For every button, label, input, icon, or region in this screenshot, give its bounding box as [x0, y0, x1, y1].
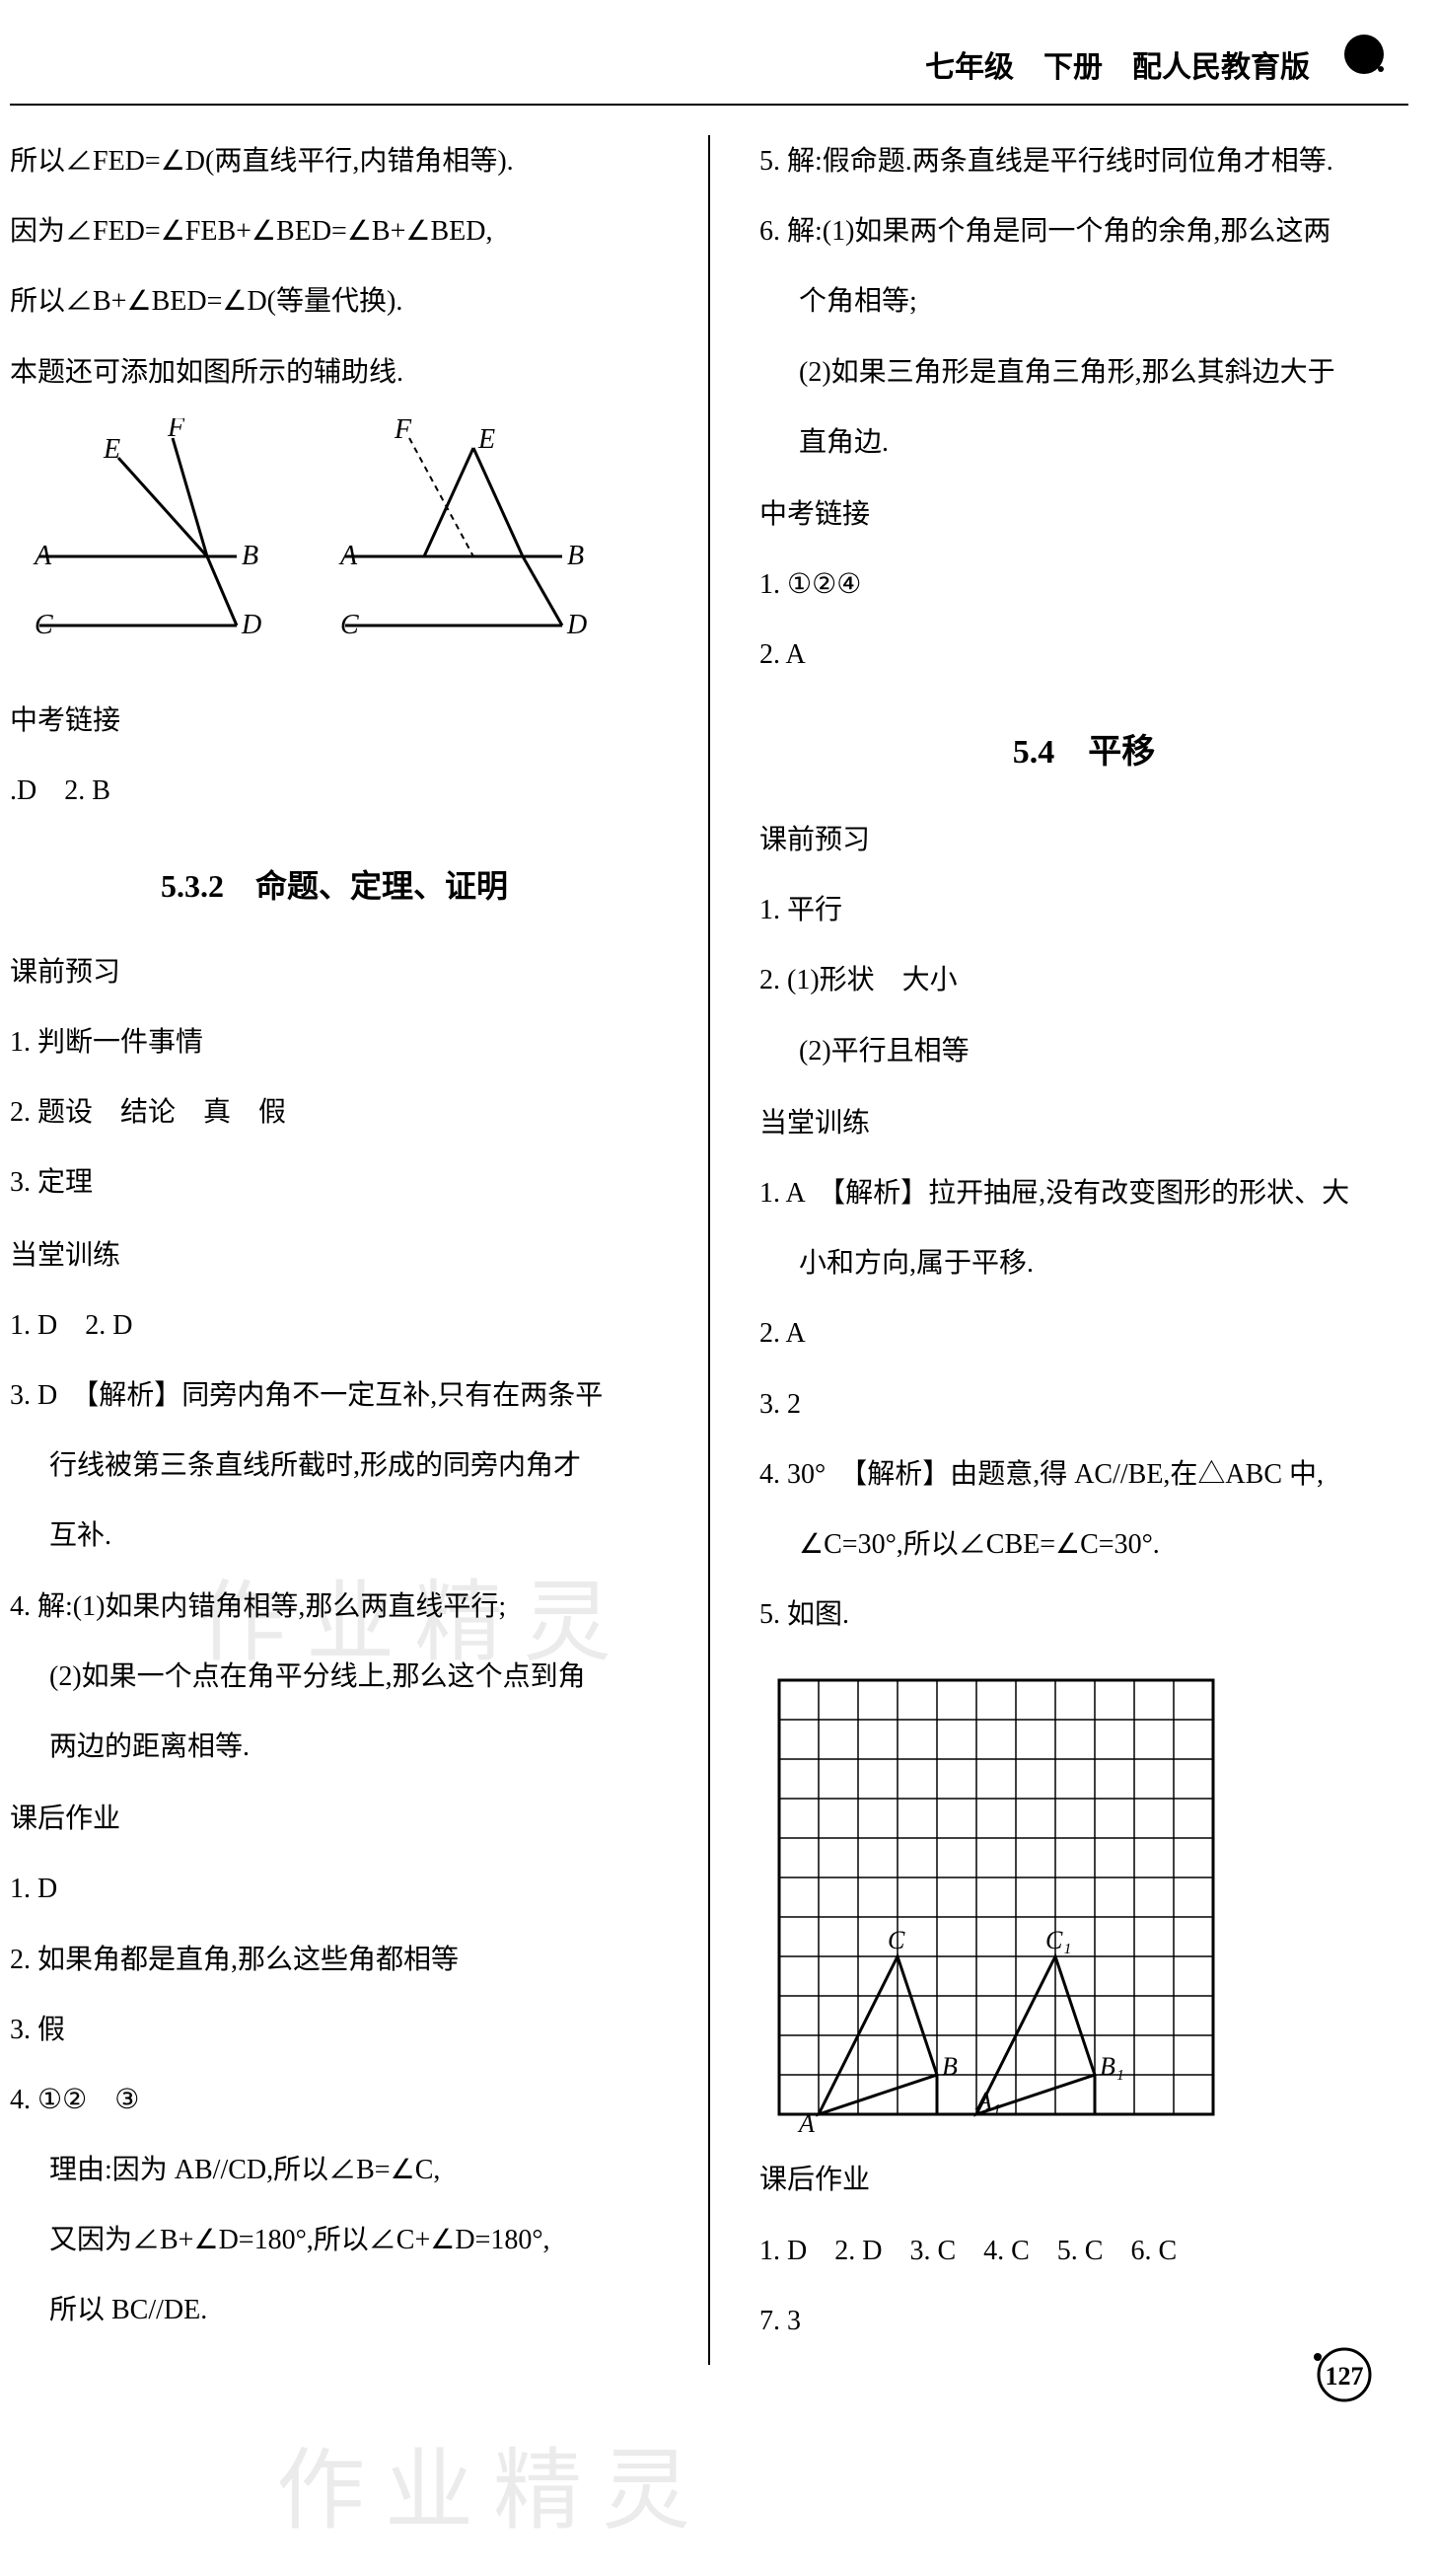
subhead-preview: 课前预习: [10, 946, 659, 998]
text-line: (2)如果三角形是直角三角形,那么其斜边大于: [759, 346, 1408, 399]
text-line: 所以∠B+∠BED=∠D(等量代换).: [10, 275, 659, 328]
text-line: (2)平行且相等: [759, 1025, 1408, 1077]
svg-text:B: B: [942, 2052, 958, 2081]
right-column: 5. 解:假命题.两条直线是平行线时同位角才相等. 6. 解:(1)如果两个角是…: [759, 135, 1408, 2365]
svg-text:B: B: [567, 541, 584, 571]
subhead-zhongkao: 中考链接: [759, 488, 1408, 541]
text-line: 2. (1)形状 大小: [759, 954, 1408, 1006]
svg-text:B: B: [242, 541, 258, 571]
header-text: 七年级 下册 配人民教育版: [925, 51, 1310, 84]
svg-text:A₁: A₁: [974, 2087, 1001, 2115]
left-column: 所以∠FED=∠D(两直线平行,内错角相等). 因为∠FED=∠FEB+∠BED…: [10, 135, 659, 2365]
answer-line: 1. D 2. D: [10, 1299, 659, 1352]
svg-text:F: F: [394, 418, 412, 445]
text-line: 5. 解:假命题.两条直线是平行线时同位角才相等.: [759, 135, 1408, 187]
text-line: 直角边.: [759, 416, 1408, 469]
answer-line: 1. D: [10, 1863, 659, 1915]
svg-text:C: C: [35, 610, 53, 640]
text-line: 本题还可添加如图所示的辅助线.: [10, 346, 659, 399]
svg-text:A: A: [797, 2109, 815, 2134]
answer-line: 2. A: [759, 628, 1408, 681]
section-title: 5.4 平移: [759, 721, 1408, 785]
text-line: 4. 30° 【解析】由题意,得 AC//BE,在△ABC 中,: [759, 1448, 1408, 1501]
text-line: 3. 定理: [10, 1156, 659, 1209]
text-line: 所以∠FED=∠D(两直线平行,内错角相等).: [10, 135, 659, 187]
subhead-homework: 课后作业: [10, 1793, 659, 1845]
text-line: 两边的距离相等.: [10, 1721, 659, 1773]
answer-line: 1. ①②④: [759, 558, 1408, 611]
page-number: 127: [1310, 2345, 1379, 2404]
text-line: ∠C=30°,所以∠CBE=∠C=30°.: [759, 1518, 1408, 1571]
answer-line: 3. 2: [759, 1378, 1408, 1431]
answer-line: .D 2. B: [10, 765, 659, 817]
text-line: 2. 如果角都是直角,那么这些角都相等: [10, 1934, 659, 1986]
svg-text:C: C: [888, 1926, 905, 1954]
svg-text:127: 127: [1326, 2362, 1364, 2391]
svg-text:D: D: [241, 610, 261, 640]
text-line: 个角相等;: [759, 275, 1408, 328]
text-line: (2)如果一个点在角平分线上,那么这个点到角: [10, 1651, 659, 1703]
text-line: 互补.: [10, 1509, 659, 1562]
subhead-classwork: 当堂训练: [759, 1097, 1408, 1149]
text-line: 所以 BC//DE.: [10, 2284, 659, 2336]
svg-text:F: F: [167, 418, 185, 443]
page-header: 七年级 下册 配人民教育版: [10, 39, 1408, 106]
section-title: 5.3.2 命题、定理、证明: [10, 856, 659, 917]
text-line: 5. 如图.: [759, 1588, 1408, 1641]
text-line: 行线被第三条直线所截时,形成的同旁内角才: [10, 1439, 659, 1492]
svg-text:A: A: [33, 541, 52, 571]
svg-text:A: A: [338, 541, 358, 571]
answer-line: 3. 假: [10, 2004, 659, 2056]
svg-text:E: E: [477, 424, 495, 455]
svg-text:C: C: [340, 610, 359, 640]
text-line: 2. 题设 结论 真 假: [10, 1086, 659, 1139]
text-line: 1. A 【解析】拉开抽屉,没有改变图形的形状、大: [759, 1167, 1408, 1219]
text-line: 理由:因为 AB//CD,所以∠B=∠C,: [10, 2144, 659, 2196]
svg-text:D: D: [566, 610, 587, 640]
grid-diagram: A B C A₁ B₁ C₁: [759, 1660, 1408, 2134]
text-line: 小和方向,属于平移.: [759, 1237, 1408, 1289]
text-line: 因为∠FED=∠FEB+∠BED=∠B+∠BED,: [10, 205, 659, 258]
answer-line: 1. D 2. D 3. C 4. C 5. C 6. C: [759, 2225, 1408, 2277]
answer-line: 4. ①② ③: [10, 2074, 659, 2126]
text-line: 1. 判断一件事情: [10, 1016, 659, 1068]
subhead-zhongkao: 中考链接: [10, 695, 659, 747]
subhead-preview: 课前预习: [759, 814, 1408, 866]
answer-line: 7. 3: [759, 2295, 1408, 2347]
svg-text:B₁: B₁: [1100, 2052, 1124, 2081]
text-line: 4. 解:(1)如果内错角相等,那么两直线平行;: [10, 1581, 659, 1633]
geometry-diagram: A B C D E F: [10, 418, 659, 675]
text-line: 1. 平行: [759, 884, 1408, 936]
text-line: 3. D 【解析】同旁内角不一定互补,只有在两条平: [10, 1369, 659, 1422]
answer-line: 2. A: [759, 1307, 1408, 1360]
column-divider: [708, 135, 710, 2365]
svg-text:E: E: [103, 434, 120, 465]
text-line: 6. 解:(1)如果两个角是同一个角的余角,那么这两: [759, 205, 1408, 258]
subhead-classwork: 当堂训练: [10, 1229, 659, 1282]
svg-text:C₁: C₁: [1045, 1926, 1071, 1954]
header-logo-icon: [1339, 30, 1389, 79]
watermark: 作业精灵: [276, 2407, 710, 2576]
text-line: 又因为∠B+∠D=180°,所以∠C+∠D=180°,: [10, 2214, 659, 2266]
subhead-homework: 课后作业: [759, 2154, 1408, 2206]
